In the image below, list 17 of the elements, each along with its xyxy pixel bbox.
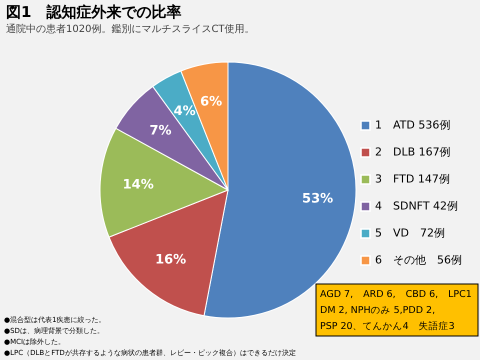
data-label: 4% xyxy=(174,104,196,120)
chart-title: 図1 認知症外来での比率 xyxy=(6,3,182,21)
data-label: 53% xyxy=(302,191,334,206)
text: AGD 7, ARD 6, CBD 6, LPC1 xyxy=(320,289,472,300)
chart-subtitle: 通院中の患者1020例。鑑別にマルチスライスCT使用。 xyxy=(6,23,255,35)
legend-label: 5 VD 72例 xyxy=(375,226,445,240)
data-label: 7% xyxy=(149,123,172,138)
legend-label: 3 FTD 147例 xyxy=(375,172,450,186)
legend-label: 2 DLB 167例 xyxy=(375,146,451,158)
data-label: 6% xyxy=(200,94,222,110)
data-label: 16% xyxy=(155,252,186,268)
text: PSP 20、てんかん4 失語症3 xyxy=(320,320,455,332)
data-label: 14% xyxy=(122,177,154,192)
text: DM 2, NPHのみ 5,PDD 2, xyxy=(320,305,436,316)
legend-label: 4 SDNFT 42例 xyxy=(375,200,458,212)
legend-label: 1 ATD 536例 xyxy=(375,118,450,132)
legend-label: 6 その他 56例 xyxy=(375,254,462,266)
